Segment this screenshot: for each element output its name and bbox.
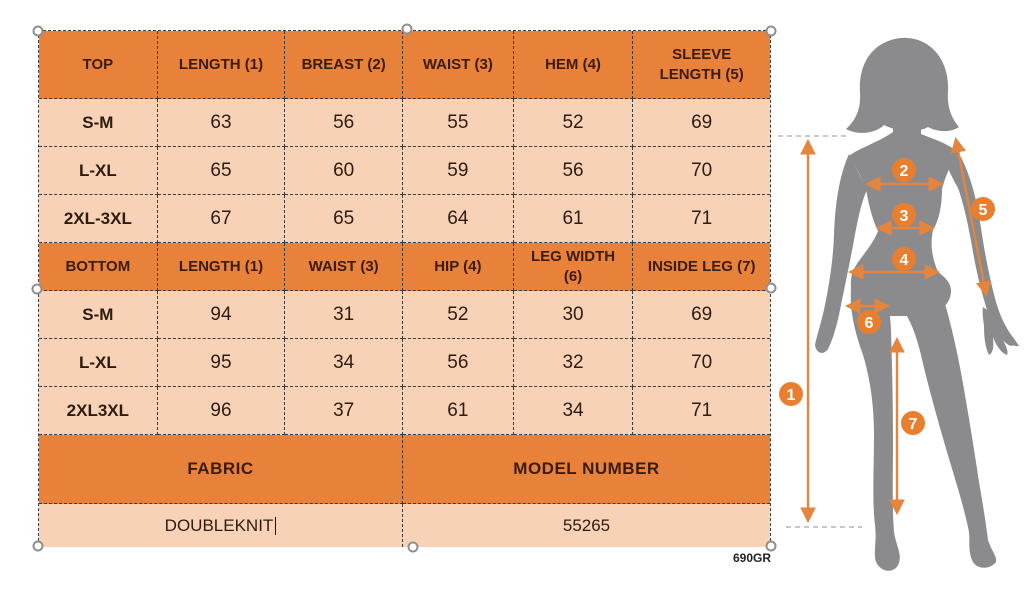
- value-cell: 63: [157, 99, 286, 147]
- size-cell: S-M: [39, 291, 158, 339]
- value-cell: 69: [633, 291, 770, 339]
- value-cell: 94: [157, 291, 286, 339]
- value-cell: 56: [513, 147, 634, 195]
- marker-4-label: 4: [900, 252, 909, 269]
- top-table-header-cell: TOP: [39, 31, 158, 99]
- top-table-header-cell: WAIST (3): [403, 31, 514, 99]
- grommet-icon: [32, 540, 44, 552]
- measurement-diagram: 1 2 3 4 5 6 7: [778, 37, 1019, 571]
- marker-2-label: 2: [900, 163, 909, 180]
- grommet-icon: [407, 541, 419, 553]
- fabric-value-text: DOUBLEKNIT: [164, 515, 274, 535]
- marker-7-badge: [901, 411, 925, 435]
- marker-1-badge: [779, 382, 803, 406]
- grommet-icon: [765, 25, 777, 37]
- value-cell: 37: [285, 387, 403, 435]
- value-cell: 61: [513, 195, 634, 243]
- value-cell: 67: [157, 195, 286, 243]
- top-table-header-cell: SLEEVE LENGTH (5): [633, 31, 770, 99]
- fabric-header-cell: FABRIC: [39, 435, 403, 504]
- size-cell: S-M: [39, 99, 158, 147]
- grommet-icon: [765, 540, 777, 552]
- top-table-header-cell: HEM (4): [513, 31, 634, 99]
- grommet-icon: [401, 23, 413, 35]
- marker-6-badge: [857, 310, 881, 334]
- value-cell: 34: [513, 387, 634, 435]
- fabric-value-field[interactable]: DOUBLEKNIT: [39, 504, 403, 547]
- size-cell: 2XL3XL: [39, 387, 158, 435]
- top-table-header-cell: LENGTH (1): [157, 31, 286, 99]
- weight-footnote: 690GR: [733, 551, 772, 565]
- value-cell: 70: [633, 147, 770, 195]
- value-cell: 52: [513, 99, 634, 147]
- size-cell: L-XL: [39, 339, 158, 387]
- size-cell: 2XL-3XL: [39, 195, 158, 243]
- value-cell: 95: [157, 339, 286, 387]
- grommet-icon: [32, 25, 44, 37]
- size-chart-table: TOP LENGTH (1) BREAST (2) WAIST (3) HEM …: [38, 30, 771, 547]
- marker-6-label: 6: [865, 315, 874, 332]
- marker-4-badge: [892, 247, 916, 271]
- marker-3-label: 3: [900, 208, 909, 225]
- top-table-header-cell: BREAST (2): [285, 31, 403, 99]
- value-cell: 56: [285, 99, 403, 147]
- value-cell: 96: [157, 387, 286, 435]
- model-number-value-cell: 55265: [403, 504, 770, 547]
- value-cell: 52: [403, 291, 514, 339]
- value-cell: 64: [403, 195, 514, 243]
- value-cell: 71: [633, 387, 770, 435]
- marker-5-badge: [971, 197, 995, 221]
- bottom-table-header-cell: LENGTH (1): [157, 243, 286, 291]
- value-cell: 31: [285, 291, 403, 339]
- value-cell: 70: [633, 339, 770, 387]
- value-cell: 32: [513, 339, 634, 387]
- measurement-badges: 1 2 3 4 5 6 7: [779, 158, 995, 435]
- value-cell: 65: [157, 147, 286, 195]
- value-cell: 61: [403, 387, 514, 435]
- grommet-icon: [765, 282, 777, 294]
- value-cell: 60: [285, 147, 403, 195]
- marker-3-badge: [892, 203, 916, 227]
- bottom-table-header-cell: WAIST (3): [285, 243, 403, 291]
- marker-2-badge: [892, 158, 916, 182]
- model-number-header-cell: MODEL NUMBER: [403, 435, 770, 504]
- bottom-table-header-cell: LEG WIDTH (6): [513, 243, 634, 291]
- measurement-arrow-5-sleeve: [950, 136, 992, 298]
- marker-5-label: 5: [979, 202, 988, 219]
- value-cell: 71: [633, 195, 770, 243]
- value-cell: 55: [403, 99, 514, 147]
- value-cell: 69: [633, 99, 770, 147]
- bottom-table-header-cell: INSIDE LEG (7): [633, 243, 770, 291]
- text-caret: [275, 516, 277, 535]
- value-cell: 65: [285, 195, 403, 243]
- bottom-table-header-cell: BOTTOM: [39, 243, 158, 291]
- value-cell: 56: [403, 339, 514, 387]
- marker-1-label: 1: [787, 387, 796, 404]
- marker-7-label: 7: [909, 416, 918, 433]
- value-cell: 59: [403, 147, 514, 195]
- value-cell: 30: [513, 291, 634, 339]
- value-cell: 34: [285, 339, 403, 387]
- grommet-icon: [31, 283, 43, 295]
- woman-silhouette-figure: [815, 37, 1019, 571]
- size-cell: L-XL: [39, 147, 158, 195]
- bottom-table-header-cell: HIP (4): [403, 243, 514, 291]
